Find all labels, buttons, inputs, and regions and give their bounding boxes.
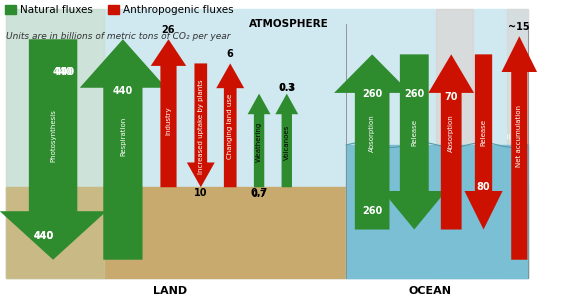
Text: 260: 260 (404, 88, 425, 99)
Polygon shape (383, 54, 446, 230)
Polygon shape (464, 54, 503, 230)
Text: Absorption: Absorption (448, 114, 454, 152)
Text: 0.3: 0.3 (278, 82, 295, 93)
Text: Weathering: Weathering (256, 122, 262, 162)
Text: 0.3: 0.3 (279, 83, 294, 92)
Bar (436, 9, 473, 278)
Text: LAND: LAND (153, 286, 188, 297)
Text: 440: 440 (33, 230, 54, 241)
Text: 0.7: 0.7 (250, 188, 268, 198)
Bar (507, 9, 528, 278)
Text: Net accumulation: Net accumulation (516, 105, 522, 167)
Text: Changing land use: Changing land use (227, 94, 233, 159)
Bar (6, 9, 528, 278)
Text: Photosynthesis: Photosynthesis (50, 109, 56, 162)
Text: 6: 6 (227, 49, 234, 59)
Polygon shape (151, 39, 186, 187)
Text: 80: 80 (477, 182, 490, 192)
Polygon shape (187, 63, 215, 187)
Text: Increased uptake by plants: Increased uptake by plants (198, 79, 204, 174)
Text: 260: 260 (362, 88, 383, 99)
Text: 26: 26 (162, 25, 175, 35)
Bar (346, 187, 528, 278)
Polygon shape (248, 94, 271, 187)
Text: 260: 260 (362, 206, 383, 217)
Text: ATMOSPHERE: ATMOSPHERE (249, 19, 328, 29)
Text: Release: Release (411, 119, 417, 146)
Polygon shape (334, 54, 410, 230)
Polygon shape (501, 36, 537, 260)
Text: ~15: ~15 (508, 22, 530, 32)
Text: 10: 10 (194, 188, 208, 198)
Polygon shape (80, 39, 166, 260)
Bar (6, 187, 346, 278)
Text: =: = (504, 133, 514, 139)
Polygon shape (216, 63, 244, 187)
Text: 440: 440 (52, 67, 73, 78)
Text: 440: 440 (113, 85, 133, 96)
Polygon shape (275, 94, 298, 187)
Legend: Natural fluxes, Anthropogenic fluxes: Natural fluxes, Anthropogenic fluxes (5, 5, 234, 15)
Text: OCEAN: OCEAN (409, 286, 451, 297)
Text: Industry: Industry (166, 106, 171, 135)
Text: Release: Release (481, 119, 486, 146)
Polygon shape (428, 54, 474, 230)
Bar (346, 145, 528, 278)
Text: 0.7: 0.7 (252, 190, 267, 199)
Polygon shape (0, 39, 106, 260)
Text: 440: 440 (33, 230, 54, 241)
Text: Units are in billions of metric tons of CO₂ per year: Units are in billions of metric tons of … (6, 32, 230, 41)
Text: 70: 70 (444, 92, 458, 102)
Bar (6, 9, 104, 278)
Text: Volcanoes: Volcanoes (284, 124, 290, 159)
Text: 440: 440 (55, 67, 76, 78)
Text: Absorption: Absorption (369, 114, 375, 152)
Text: Respiration: Respiration (120, 116, 126, 156)
